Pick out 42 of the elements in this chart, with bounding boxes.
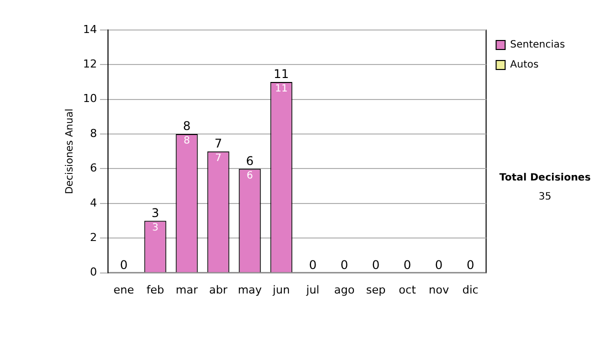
x-tick-label: ago xyxy=(334,283,355,296)
legend-label: Autos xyxy=(510,60,539,71)
y-tick-label: 4 xyxy=(90,196,97,210)
x-tick-label: dic xyxy=(462,283,478,296)
x-tick-label: oct xyxy=(398,283,417,296)
y-tick-label: 2 xyxy=(90,230,97,244)
x-tick-label: sep xyxy=(366,283,386,296)
y-tick-label: 14 xyxy=(82,22,97,36)
x-tick-label: ene xyxy=(113,283,134,296)
total-label: 6 xyxy=(246,154,254,168)
total-label: 0 xyxy=(466,258,474,272)
y-tick-label: 6 xyxy=(90,162,97,175)
data-label: 11 xyxy=(274,84,288,95)
total-label: 0 xyxy=(309,258,317,272)
y-axis-title: Decisiones Anual xyxy=(64,108,76,194)
x-tick-label: abr xyxy=(209,283,228,296)
y-tick-label: 12 xyxy=(82,58,97,71)
data-label: 6 xyxy=(246,170,253,182)
legend-label: Sentencias xyxy=(510,40,566,51)
total-label: 11 xyxy=(274,67,289,82)
data-label: 3 xyxy=(152,222,158,234)
x-tick-label: jul xyxy=(305,283,320,296)
total-label: 0 xyxy=(340,258,348,272)
text: Total Decisiones xyxy=(499,172,591,184)
data-label: 8 xyxy=(184,136,190,147)
total-label: 3 xyxy=(151,206,160,220)
total-label: 0 xyxy=(120,258,128,272)
y-tick-label: 0 xyxy=(90,266,97,279)
y-tick-label: 10 xyxy=(82,92,97,106)
text: 35 xyxy=(538,192,552,203)
total-label: 0 xyxy=(404,258,412,272)
x-tick-label: may xyxy=(238,283,262,296)
x-tick-label: jun xyxy=(272,283,290,296)
total-label: 0 xyxy=(435,258,443,272)
x-tick-label: nov xyxy=(428,283,450,296)
data-label: 7 xyxy=(215,152,222,164)
y-tick-label: 8 xyxy=(90,126,97,140)
total-label: 8 xyxy=(182,119,191,134)
total-label: 7 xyxy=(214,136,222,151)
total-label: 0 xyxy=(372,258,380,272)
x-tick-label: feb xyxy=(146,283,164,296)
x-tick-label: mar xyxy=(176,283,198,296)
